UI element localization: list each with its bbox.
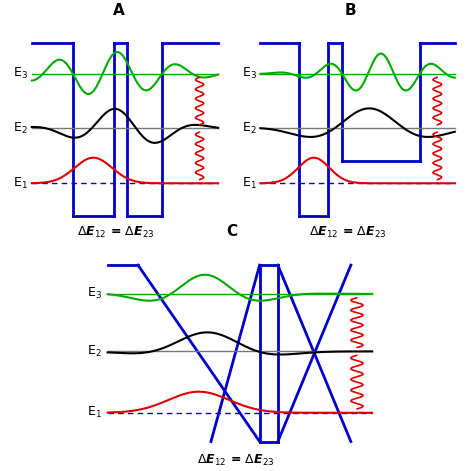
Title: A: A bbox=[113, 3, 124, 18]
Text: E$_1$: E$_1$ bbox=[13, 176, 28, 191]
Text: E$_3$: E$_3$ bbox=[242, 66, 256, 81]
Text: E$_2$: E$_2$ bbox=[242, 121, 256, 136]
Text: $\Delta$E$_{12}$ = $\Delta$E$_{23}$: $\Delta$E$_{12}$ = $\Delta$E$_{23}$ bbox=[197, 453, 274, 468]
Text: E$_3$: E$_3$ bbox=[13, 66, 28, 81]
Text: $\Delta$E$_{12}$ = $\Delta$E$_{23}$: $\Delta$E$_{12}$ = $\Delta$E$_{23}$ bbox=[309, 225, 387, 240]
Title: C: C bbox=[227, 224, 238, 239]
Text: $\Delta$E$_{12}$ = $\Delta$E$_{23}$: $\Delta$E$_{12}$ = $\Delta$E$_{23}$ bbox=[77, 225, 155, 240]
Text: E$_2$: E$_2$ bbox=[13, 121, 28, 136]
Text: E$_2$: E$_2$ bbox=[87, 344, 101, 359]
Title: B: B bbox=[345, 3, 356, 18]
Text: E$_3$: E$_3$ bbox=[87, 286, 101, 301]
Text: E$_1$: E$_1$ bbox=[87, 405, 101, 420]
Text: E$_1$: E$_1$ bbox=[242, 176, 256, 191]
